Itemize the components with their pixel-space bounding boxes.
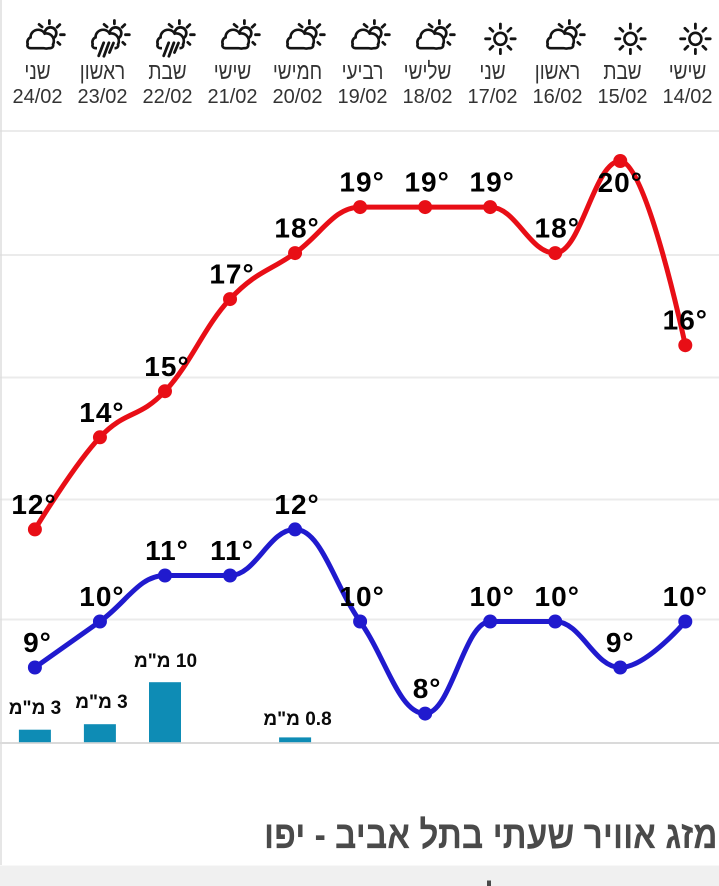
svg-text:10°: 10° xyxy=(470,581,515,612)
svg-text:19°: 19° xyxy=(339,167,384,198)
svg-text:שישי: שישי xyxy=(669,59,707,84)
svg-text:16°: 16° xyxy=(663,305,708,336)
svg-text:12°: 12° xyxy=(274,489,319,520)
svg-text:10°: 10° xyxy=(535,581,580,612)
svg-text:שבת: שבת xyxy=(603,59,641,84)
svg-text:20°: 20° xyxy=(598,167,643,198)
svg-text:שני: שני xyxy=(24,59,50,84)
svg-text:23/02: 23/02 xyxy=(77,86,127,108)
svg-text:שבת: שבת xyxy=(148,59,186,84)
svg-text:20/02: 20/02 xyxy=(272,86,322,108)
svg-text:18°: 18° xyxy=(274,213,319,244)
svg-text:8°: 8° xyxy=(413,673,442,704)
svg-text:10°: 10° xyxy=(79,581,124,612)
svg-text:שלישי: שלישי xyxy=(404,59,452,84)
svg-text:10°: 10° xyxy=(663,581,708,612)
svg-text:18°: 18° xyxy=(535,213,580,244)
svg-text:חמישי: חמישי xyxy=(273,59,322,84)
svg-text:17°: 17° xyxy=(209,259,254,290)
svg-text:22/02: 22/02 xyxy=(142,86,192,108)
svg-text:24/02: 24/02 xyxy=(12,86,62,108)
svg-text:שני: שני xyxy=(479,59,505,84)
svg-text:14/02: 14/02 xyxy=(662,86,712,108)
svg-text:19/02: 19/02 xyxy=(337,86,387,108)
svg-text:11°: 11° xyxy=(210,535,254,566)
svg-text:15/02: 15/02 xyxy=(597,86,647,108)
svg-text:11°: 11° xyxy=(145,535,189,566)
svg-text:10 מ"מ: 10 מ"מ xyxy=(134,651,197,672)
svg-text:3 מ"מ: 3 מ"מ xyxy=(9,698,61,719)
svg-text:14°: 14° xyxy=(79,397,124,428)
svg-text:21/02: 21/02 xyxy=(207,86,257,108)
svg-text:שישי: שישי xyxy=(214,59,252,84)
svg-text:18/02: 18/02 xyxy=(402,86,452,108)
svg-text:9°: 9° xyxy=(23,627,52,658)
svg-text:9°: 9° xyxy=(606,627,635,658)
svg-text:19°: 19° xyxy=(470,167,515,198)
svg-text:10°: 10° xyxy=(339,581,384,612)
svg-text:ראשון: ראשון xyxy=(80,59,125,84)
svg-text:19°: 19° xyxy=(404,167,449,198)
svg-text:16/02: 16/02 xyxy=(532,86,582,108)
svg-text:0.8 מ"מ: 0.8 מ"מ xyxy=(263,709,331,730)
svg-text:3 מ"מ: 3 מ"מ xyxy=(75,692,127,713)
svg-text:12°: 12° xyxy=(11,489,56,520)
svg-text:ראשון: ראשון xyxy=(535,59,580,84)
svg-text:15°: 15° xyxy=(144,351,189,382)
svg-text:רביעי: רביעי xyxy=(342,59,384,84)
svg-text:מזג אוויר שעתי בתל אביב - יפו: מזג אוויר שעתי בתל אביב - יפו xyxy=(264,813,718,857)
svg-text:17/02: 17/02 xyxy=(467,86,517,108)
